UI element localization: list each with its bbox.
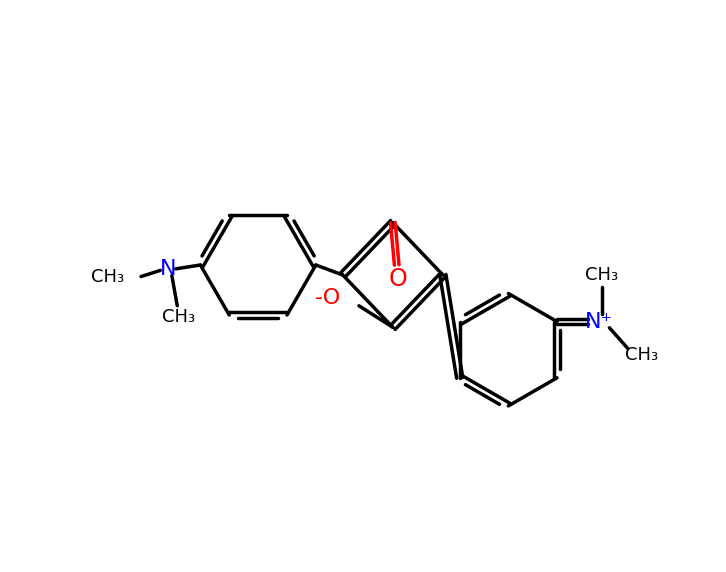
Text: CH₃: CH₃ — [585, 267, 619, 284]
Text: CH₃: CH₃ — [162, 308, 195, 327]
Text: N: N — [160, 259, 176, 279]
Text: O: O — [389, 267, 407, 291]
Text: N⁺: N⁺ — [585, 312, 613, 332]
Text: CH₃: CH₃ — [625, 345, 658, 364]
Text: CH₃: CH₃ — [91, 268, 124, 285]
Text: -O: -O — [315, 288, 341, 308]
